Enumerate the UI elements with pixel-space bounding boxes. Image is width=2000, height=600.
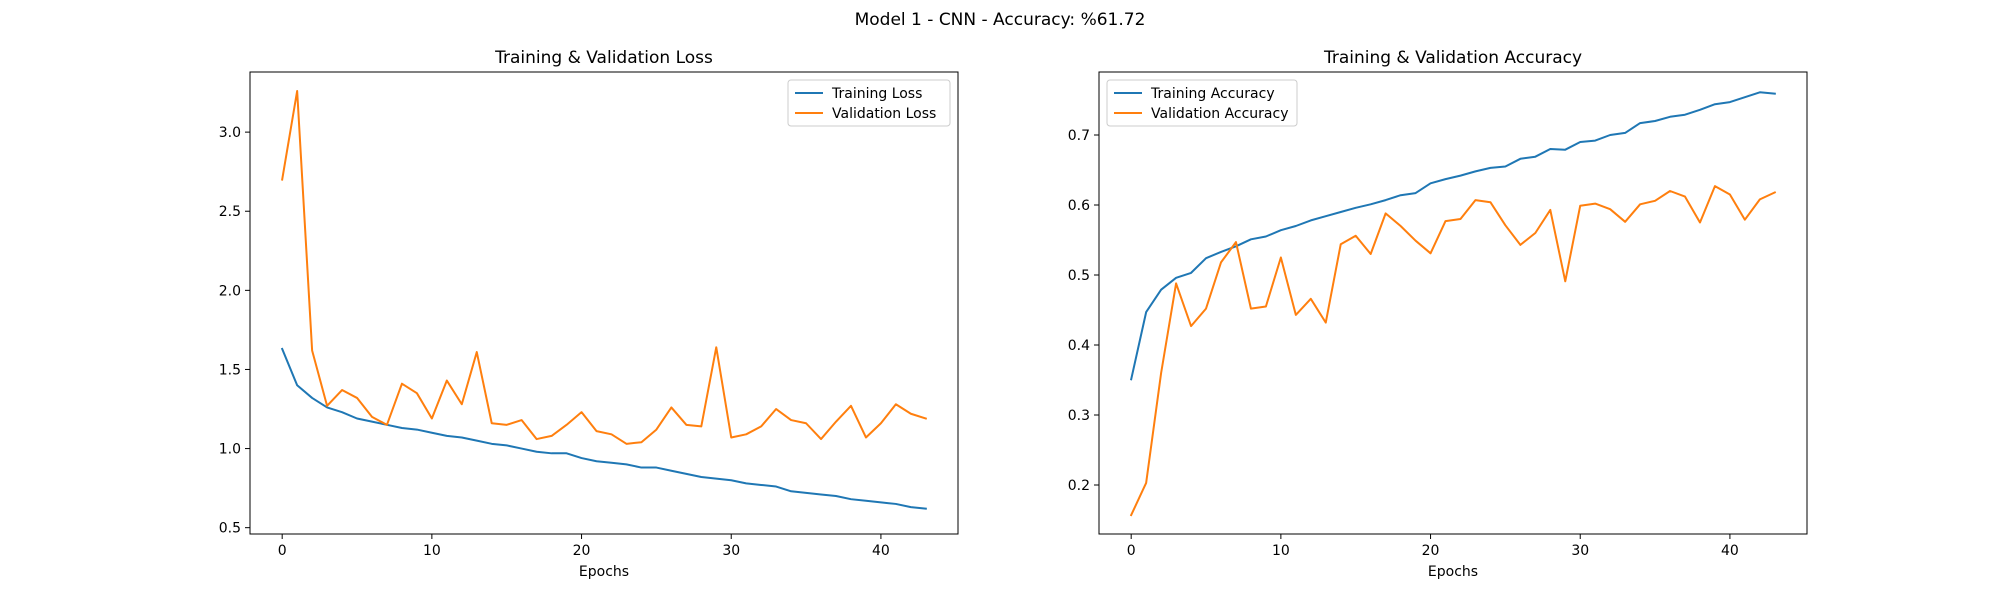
- loss-chart-y-tick-label: 3.0: [219, 125, 241, 141]
- accuracy-chart-x-tick-label: 40: [1721, 543, 1739, 559]
- loss-chart-x-axis-label: Epochs: [579, 564, 629, 580]
- accuracy-chart-y-axis: 0.2 0.3 0.4 0.5 0.6 0.7: [1068, 128, 1099, 494]
- loss-chart-series-0-line: [280, 347, 927, 510]
- loss-chart-legend-label: Training Loss: [831, 86, 922, 102]
- accuracy-chart-y-tick-label: 0.5: [1068, 268, 1090, 284]
- loss-chart-plot-frame: [249, 71, 959, 535]
- accuracy-chart-y-tick-label: 0.3: [1068, 408, 1090, 424]
- loss-chart-y-axis: 0.5 1.0 1.5 2.0 2.5 3.0: [219, 125, 250, 537]
- loss-chart-series-1-line: [281, 89, 928, 445]
- accuracy-chart-y-tick-label: 0.7: [1068, 128, 1090, 144]
- loss-chart-x-tick-label: 30: [722, 543, 740, 559]
- accuracy-chart-legend-label: Validation Accuracy: [1151, 106, 1289, 122]
- loss-chart-x-tick-label: 10: [423, 543, 441, 559]
- loss-chart-x-tick-label: 0: [278, 543, 287, 559]
- figure-suptitle: Model 1 - CNN - Accuracy: %61.72: [855, 10, 1146, 30]
- loss-chart: Training & Validation Loss 0 10 20 30 40 0.5…: [219, 48, 959, 580]
- loss-chart-legend: Training Loss Validation Loss: [787, 79, 951, 127]
- accuracy-chart-x-axis: 0 10 20 30 40: [1127, 534, 1739, 559]
- loss-chart-y-tick-label: 2.0: [219, 283, 241, 299]
- loss-chart-y-tick-label: 1.5: [219, 362, 241, 378]
- loss-chart-legend-label: Validation Loss: [832, 106, 936, 122]
- loss-chart-title: Training & Validation Loss: [494, 48, 713, 68]
- accuracy-chart-legend-box: [1106, 79, 1298, 127]
- accuracy-chart-x-axis-label: Epochs: [1428, 564, 1478, 580]
- accuracy-chart-series-1-line: [1129, 185, 1777, 517]
- accuracy-chart-plot-frame: [1098, 71, 1808, 535]
- loss-chart-x-axis: 0 10 20 30 40: [278, 534, 890, 559]
- accuracy-chart-x-tick-label: 10: [1272, 543, 1290, 559]
- loss-chart-legend-box: [787, 79, 951, 127]
- accuracy-chart-y-tick-label: 0.6: [1068, 198, 1090, 214]
- accuracy-chart-x-tick-label: 30: [1571, 543, 1589, 559]
- accuracy-chart-series: [1129, 91, 1777, 517]
- accuracy-chart: Training & Validation Accuracy 0 10 20 30 40…: [1068, 48, 1808, 580]
- loss-chart-y-tick-label: 0.5: [219, 521, 241, 537]
- loss-chart-x-tick-label: 20: [573, 543, 591, 559]
- accuracy-chart-legend: Training Accuracy Validation Accuracy: [1106, 79, 1298, 127]
- accuracy-chart-y-tick-label: 0.4: [1068, 338, 1090, 354]
- accuracy-chart-x-tick-label: 0: [1127, 543, 1136, 559]
- loss-chart-y-tick-label: 1.0: [219, 442, 241, 458]
- accuracy-chart-y-tick-label: 0.2: [1068, 478, 1090, 494]
- loss-chart-x-tick-label: 40: [872, 543, 890, 559]
- accuracy-chart-legend-label: Training Accuracy: [1150, 86, 1275, 102]
- accuracy-chart-title: Training & Validation Accuracy: [1323, 48, 1582, 68]
- loss-chart-y-tick-label: 2.5: [219, 204, 241, 220]
- loss-chart-series: [280, 89, 928, 510]
- accuracy-chart-x-tick-label: 20: [1422, 543, 1440, 559]
- accuracy-chart-series-0-line: [1129, 91, 1776, 381]
